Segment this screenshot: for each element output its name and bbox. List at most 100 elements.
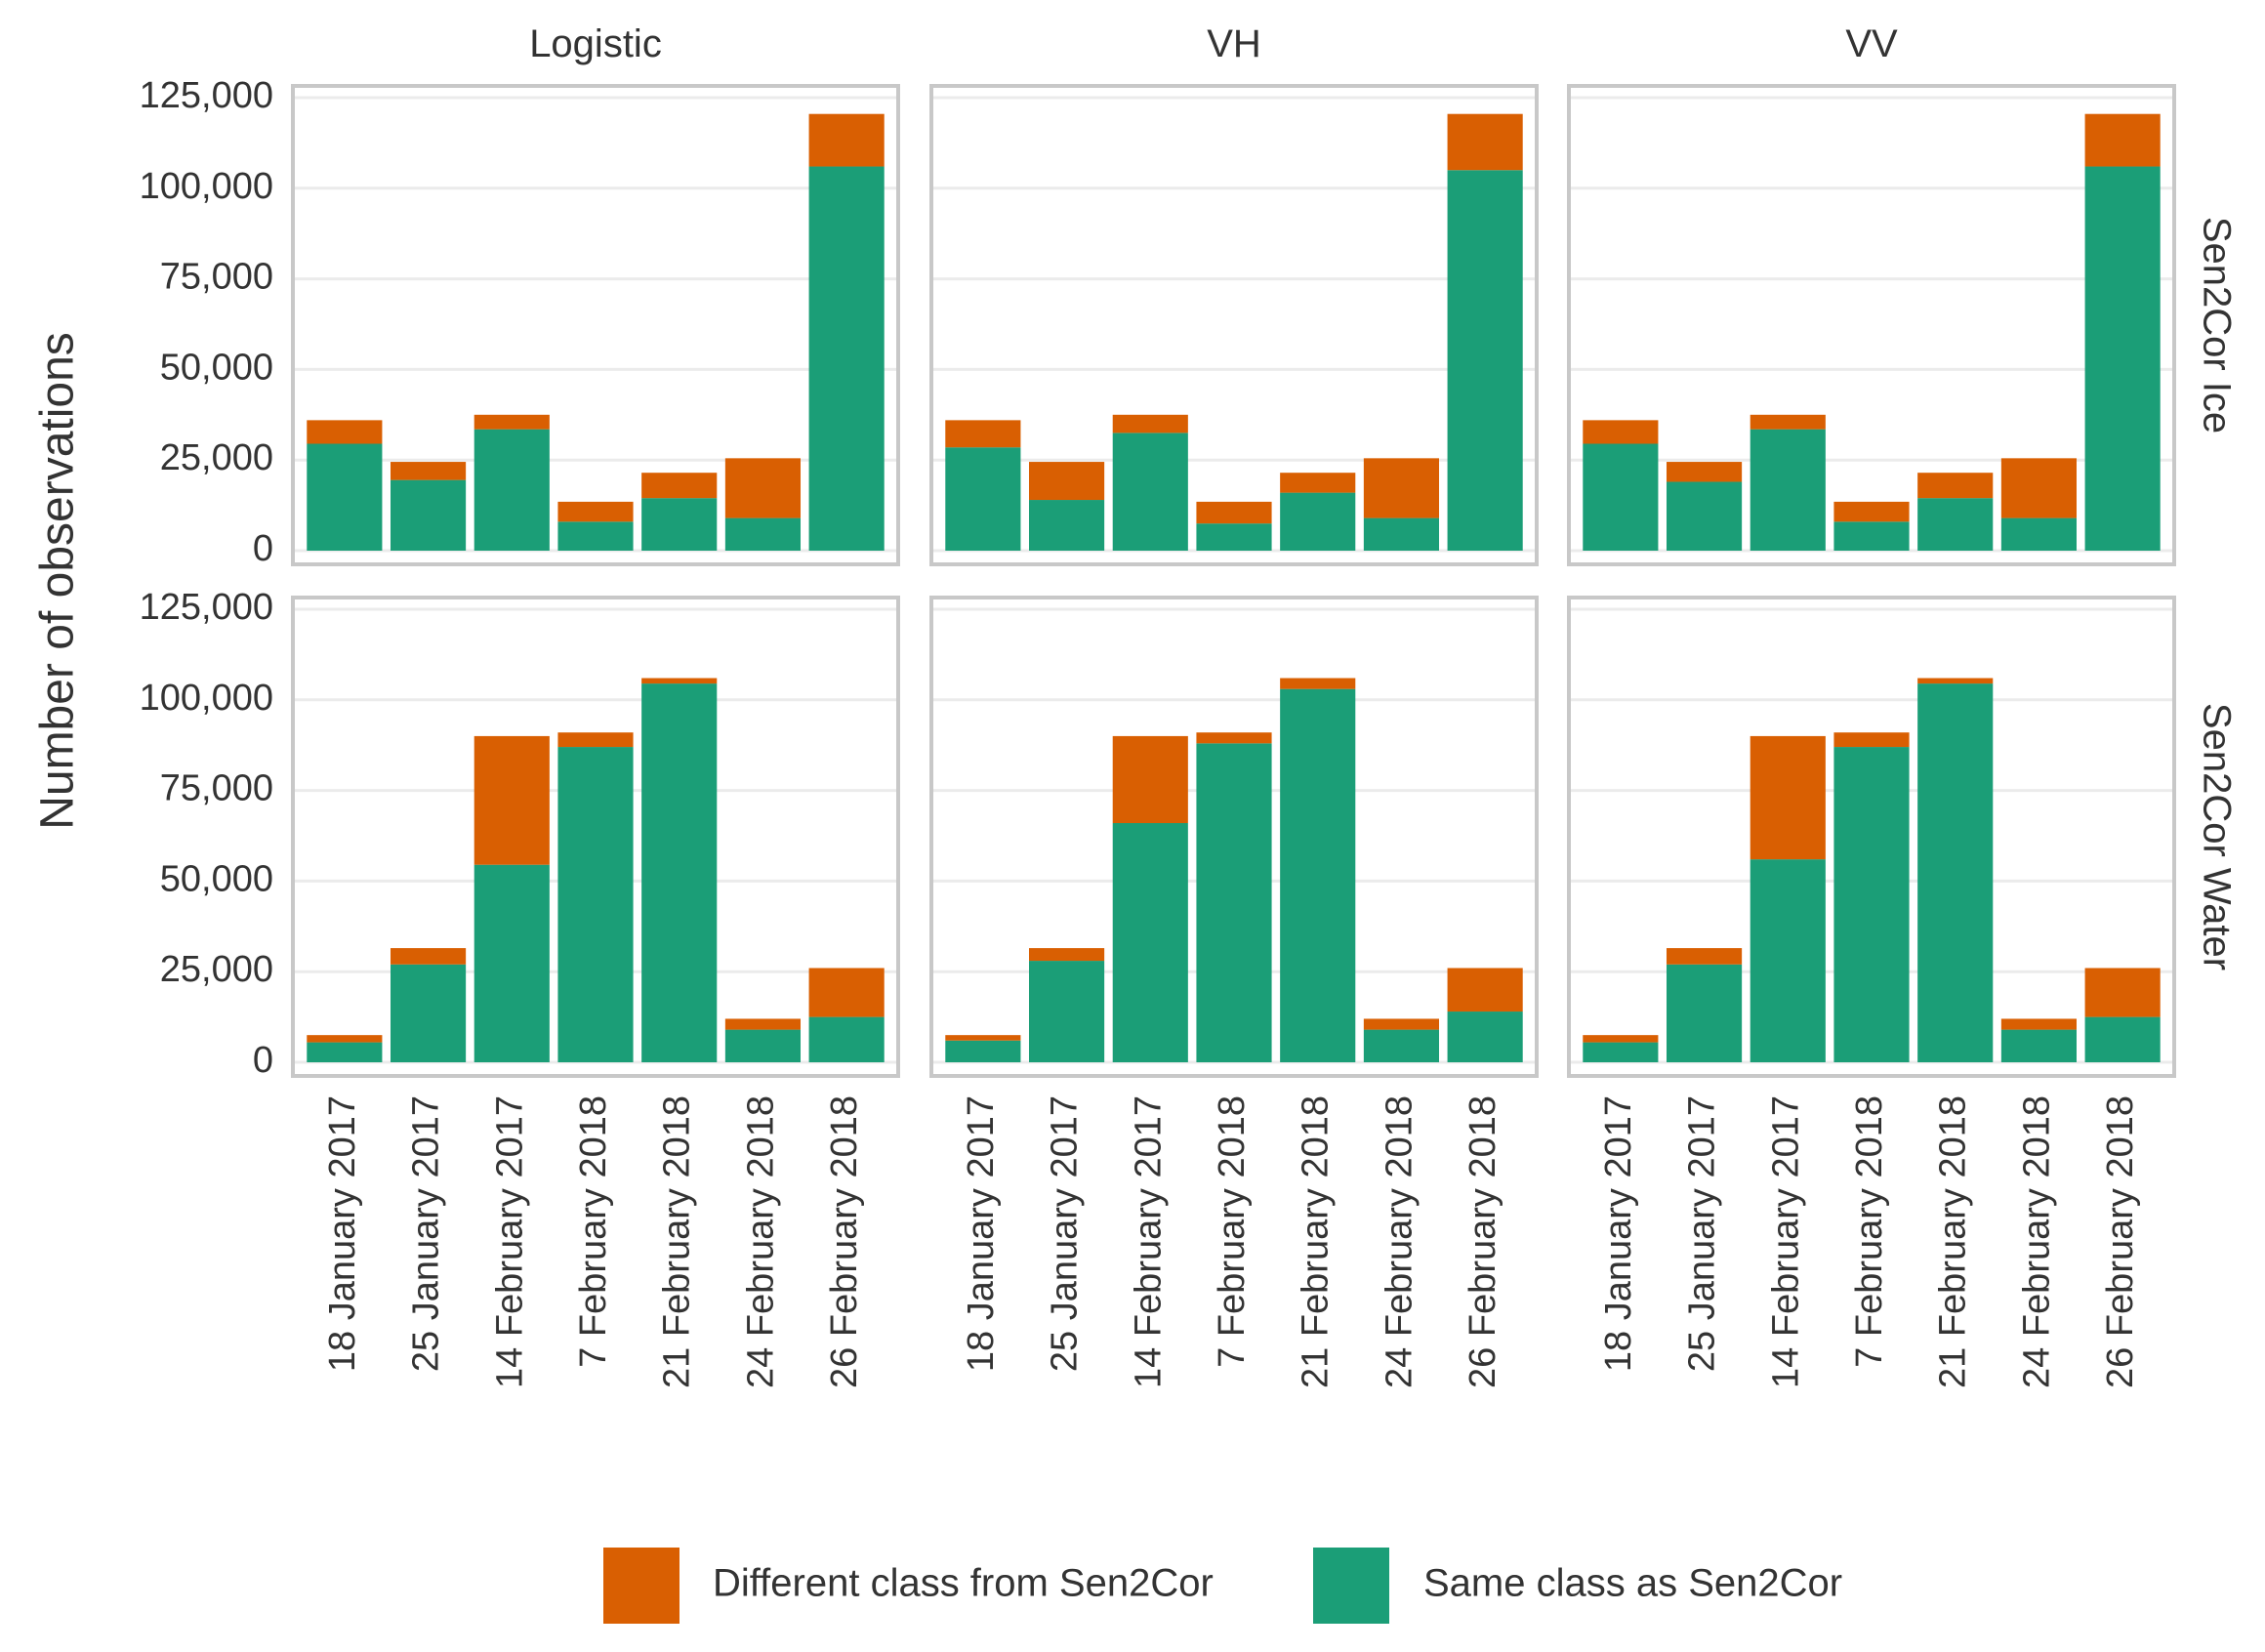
bar-vh-sen2cor-ice-same-class-as-sen2cor-1 (1029, 500, 1105, 551)
bar-logistic-sen2cor-ice-different-class-from-sen2cor-4 (641, 473, 718, 499)
bar-logistic-sen2cor-ice-same-class-as-sen2cor-2 (474, 429, 550, 551)
bar-vh-sen2cor-water-different-class-from-sen2cor-6 (1447, 968, 1523, 1012)
bar-vh-sen2cor-water-same-class-as-sen2cor-1 (1029, 961, 1105, 1062)
bar-vv-sen2cor-water-same-class-as-sen2cor-2 (1750, 859, 1826, 1062)
panel-frame-vh-sen2cor-water (929, 596, 1539, 1078)
bar-logistic-sen2cor-ice-different-class-from-sen2cor-3 (557, 501, 634, 522)
bar-logistic-sen2cor-ice-different-class-from-sen2cor-2 (474, 414, 550, 430)
x-tick-label-vv-4: 21 February 2018 (1933, 1095, 1974, 1388)
bar-vv-sen2cor-ice-different-class-from-sen2cor-5 (2000, 458, 2077, 518)
bar-logistic-sen2cor-water-different-class-from-sen2cor-1 (391, 948, 467, 965)
y-tick-label-sen2cor-ice-0: 0 (253, 528, 273, 569)
y-tick-label-sen2cor-water-3: 75,000 (160, 768, 273, 809)
bar-vv-sen2cor-water-different-class-from-sen2cor-0 (1583, 1035, 1659, 1043)
bar-logistic-sen2cor-ice-different-class-from-sen2cor-0 (307, 420, 383, 444)
x-tick-label-vh-2: 14 February 2017 (1128, 1095, 1169, 1388)
legend-swatch-different-class-from-sen2cor (603, 1548, 680, 1624)
bar-vh-sen2cor-water-different-class-from-sen2cor-1 (1029, 948, 1105, 962)
x-tick-label-logistic-0: 18 January 2017 (322, 1095, 363, 1372)
x-tick-label-vv-3: 7 February 2018 (1849, 1095, 1890, 1368)
bar-vh-sen2cor-water-different-class-from-sen2cor-2 (1112, 735, 1188, 824)
bar-vv-sen2cor-water-different-class-from-sen2cor-6 (2084, 968, 2161, 1017)
bar-logistic-sen2cor-ice-same-class-as-sen2cor-1 (391, 479, 467, 551)
bar-logistic-sen2cor-ice-same-class-as-sen2cor-4 (641, 498, 718, 551)
legend: Different class from Sen2Cor Same class a… (603, 1548, 1842, 1624)
x-tick-label-logistic-5: 24 February 2018 (740, 1095, 781, 1388)
bar-vv-sen2cor-ice-same-class-as-sen2cor-0 (1583, 443, 1659, 551)
bar-vv-sen2cor-water-different-class-from-sen2cor-5 (2000, 1018, 2077, 1030)
x-tick-label-logistic-4: 21 February 2018 (657, 1095, 698, 1388)
bar-vh-sen2cor-ice-same-class-as-sen2cor-2 (1112, 433, 1188, 551)
legend-label-different-class-from-sen2cor: Different class from Sen2Cor (713, 1562, 1214, 1605)
bar-logistic-sen2cor-water-same-class-as-sen2cor-0 (307, 1042, 383, 1062)
bar-logistic-sen2cor-ice-different-class-from-sen2cor-5 (724, 458, 801, 518)
bar-vv-sen2cor-ice-same-class-as-sen2cor-3 (1833, 521, 1910, 551)
bar-vh-sen2cor-water-different-class-from-sen2cor-5 (1363, 1018, 1439, 1030)
bar-logistic-sen2cor-ice-same-class-as-sen2cor-5 (724, 517, 801, 551)
bar-logistic-sen2cor-water-different-class-from-sen2cor-2 (474, 735, 550, 865)
x-tick-label-vv-0: 18 January 2017 (1598, 1095, 1639, 1372)
axis-labels: Logistic VH VV Sen2Cor Ice Sen2Cor Water 0 25,… (140, 22, 2239, 1388)
bar-vh-sen2cor-ice-same-class-as-sen2cor-4 (1280, 492, 1356, 551)
bar-logistic-sen2cor-water-same-class-as-sen2cor-2 (474, 864, 550, 1062)
x-tick-label-vh-3: 7 February 2018 (1212, 1095, 1253, 1368)
panel-frame-logistic-sen2cor-ice (291, 84, 900, 566)
x-tick-label-logistic-1: 25 January 2017 (406, 1095, 447, 1372)
bar-logistic-sen2cor-water-different-class-from-sen2cor-0 (307, 1035, 383, 1043)
bar-vv-sen2cor-ice-different-class-from-sen2cor-1 (1667, 462, 1743, 482)
y-tick-label-sen2cor-ice-3: 75,000 (160, 257, 273, 298)
strip-title-sen2cor-ice: Sen2Cor Ice (2195, 217, 2238, 434)
x-tick-label-logistic-2: 14 February 2017 (489, 1095, 530, 1388)
bar-logistic-sen2cor-water-different-class-from-sen2cor-3 (557, 732, 634, 748)
bar-vh-sen2cor-ice-same-class-as-sen2cor-6 (1447, 170, 1523, 552)
bar-vv-sen2cor-ice-same-class-as-sen2cor-6 (2084, 166, 2161, 551)
bar-vv-sen2cor-water-same-class-as-sen2cor-5 (2000, 1029, 2077, 1062)
bar-logistic-sen2cor-water-different-class-from-sen2cor-6 (808, 968, 885, 1017)
bar-vh-sen2cor-water-same-class-as-sen2cor-5 (1363, 1029, 1439, 1062)
x-tick-label-vv-5: 24 February 2018 (2016, 1095, 2057, 1388)
panel-frame-vv-sen2cor-water (1567, 596, 2176, 1078)
x-tick-label-vv-1: 25 January 2017 (1682, 1095, 1723, 1372)
bar-logistic-sen2cor-water-same-class-as-sen2cor-4 (641, 683, 718, 1062)
bar-vh-sen2cor-water-different-class-from-sen2cor-4 (1280, 678, 1356, 689)
bar-vv-sen2cor-ice-different-class-from-sen2cor-6 (2084, 113, 2161, 167)
y-tick-label-sen2cor-ice-1: 25,000 (160, 437, 273, 478)
bar-logistic-sen2cor-ice-different-class-from-sen2cor-1 (391, 462, 467, 480)
bar-vv-sen2cor-water-same-class-as-sen2cor-6 (2084, 1016, 2161, 1062)
legend-swatch-same-class-as-sen2cor (1313, 1548, 1389, 1624)
bar-vh-sen2cor-ice-different-class-from-sen2cor-0 (945, 420, 1021, 448)
bar-logistic-sen2cor-water-same-class-as-sen2cor-1 (391, 964, 467, 1062)
y-tick-label-sen2cor-ice-4: 100,000 (140, 166, 273, 207)
bar-logistic-sen2cor-water-different-class-from-sen2cor-5 (724, 1018, 801, 1030)
bar-vh-sen2cor-water-same-class-as-sen2cor-4 (1280, 688, 1356, 1062)
bar-logistic-sen2cor-water-different-class-from-sen2cor-4 (641, 678, 718, 684)
bar-vh-sen2cor-ice-different-class-from-sen2cor-2 (1112, 414, 1188, 434)
x-tick-label-logistic-6: 26 February 2018 (824, 1095, 865, 1388)
x-tick-label-vh-4: 21 February 2018 (1296, 1095, 1337, 1388)
x-tick-label-vh-0: 18 January 2017 (961, 1095, 1002, 1372)
bar-vh-sen2cor-ice-same-class-as-sen2cor-5 (1363, 517, 1439, 551)
bar-logistic-sen2cor-ice-same-class-as-sen2cor-3 (557, 521, 634, 551)
bar-logistic-sen2cor-water-same-class-as-sen2cor-6 (808, 1016, 885, 1062)
bar-vv-sen2cor-water-different-class-from-sen2cor-1 (1667, 948, 1743, 965)
strip-title-logistic: Logistic (529, 22, 662, 65)
bar-vh-sen2cor-ice-same-class-as-sen2cor-3 (1196, 523, 1272, 551)
bar-vv-sen2cor-water-same-class-as-sen2cor-4 (1917, 683, 1994, 1062)
bars (307, 113, 2161, 1062)
bar-vh-sen2cor-ice-different-class-from-sen2cor-5 (1363, 458, 1439, 518)
bar-logistic-sen2cor-water-same-class-as-sen2cor-5 (724, 1029, 801, 1062)
x-tick-label-vv-6: 26 February 2018 (2100, 1095, 2141, 1388)
bar-logistic-sen2cor-ice-different-class-from-sen2cor-6 (808, 113, 885, 167)
bar-vv-sen2cor-water-different-class-from-sen2cor-2 (1750, 735, 1826, 860)
bar-vv-sen2cor-ice-same-class-as-sen2cor-5 (2000, 517, 2077, 551)
bar-vh-sen2cor-ice-different-class-from-sen2cor-4 (1280, 473, 1356, 493)
panel-frame-vv-sen2cor-ice (1567, 84, 2176, 566)
y-axis-title: Number of observations (32, 332, 84, 830)
panel-frame-logistic-sen2cor-water (291, 596, 900, 1078)
bar-logistic-sen2cor-ice-same-class-as-sen2cor-0 (307, 443, 383, 551)
x-tick-label-logistic-3: 7 February 2018 (573, 1095, 614, 1368)
bar-vv-sen2cor-ice-different-class-from-sen2cor-3 (1833, 501, 1910, 522)
bar-vh-sen2cor-ice-different-class-from-sen2cor-1 (1029, 462, 1105, 501)
bar-vv-sen2cor-water-different-class-from-sen2cor-3 (1833, 732, 1910, 748)
